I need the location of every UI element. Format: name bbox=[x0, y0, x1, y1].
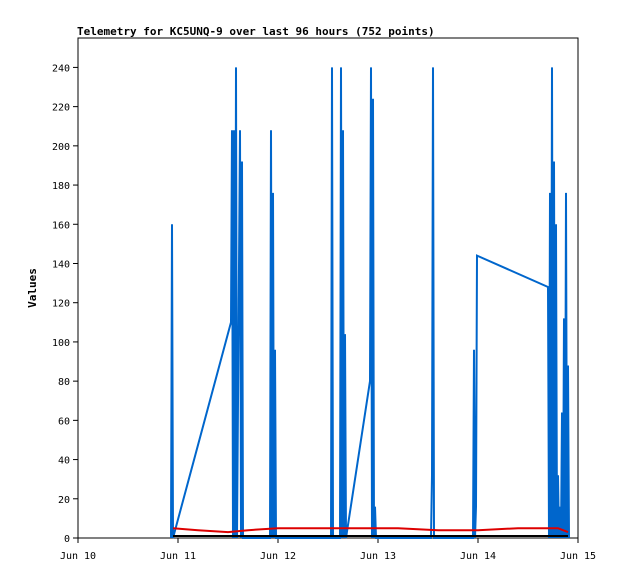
y-tick-label: 120 bbox=[52, 299, 70, 310]
y-tick-label: 200 bbox=[52, 142, 70, 153]
y-axis: 0 20 40 60 80 100 120 140 160 180 200 220 240 bbox=[52, 63, 78, 545]
plot-frame bbox=[77, 37, 579, 539]
series-layer bbox=[170, 67, 570, 539]
x-tick-label: Jun 10 bbox=[60, 551, 96, 562]
y-tick-label: 20 bbox=[58, 495, 70, 506]
x-tick-label: Jun 13 bbox=[360, 551, 396, 562]
x-tick-label: Jun 12 bbox=[260, 551, 296, 562]
x-axis: Jun 10 Jun 11 Jun 12 Jun 13 Jun 14 Jun 15 bbox=[60, 538, 596, 562]
y-tick-label: 240 bbox=[52, 63, 70, 74]
y-tick-label: 40 bbox=[58, 456, 70, 467]
y-tick-label: 100 bbox=[52, 338, 70, 349]
y-tick-label: 180 bbox=[52, 181, 70, 192]
y-tick-label: 140 bbox=[52, 259, 70, 270]
y-tick-label: 60 bbox=[58, 416, 70, 427]
y-axis-label: Values bbox=[26, 268, 39, 308]
y-tick-label: 80 bbox=[58, 377, 70, 388]
y-tick-label: 0 bbox=[64, 534, 70, 545]
x-tick-label: Jun 11 bbox=[160, 551, 196, 562]
series-line-0 bbox=[170, 67, 570, 539]
x-tick-label: Jun 15 bbox=[560, 551, 596, 562]
y-tick-label: 160 bbox=[52, 220, 70, 231]
x-tick-label: Jun 14 bbox=[460, 551, 496, 562]
chart-title: Telemetry for KC5UNQ-9 over last 96 hour… bbox=[77, 25, 435, 38]
series-line-1 bbox=[172, 527, 569, 534]
y-tick-label: 220 bbox=[52, 103, 70, 114]
